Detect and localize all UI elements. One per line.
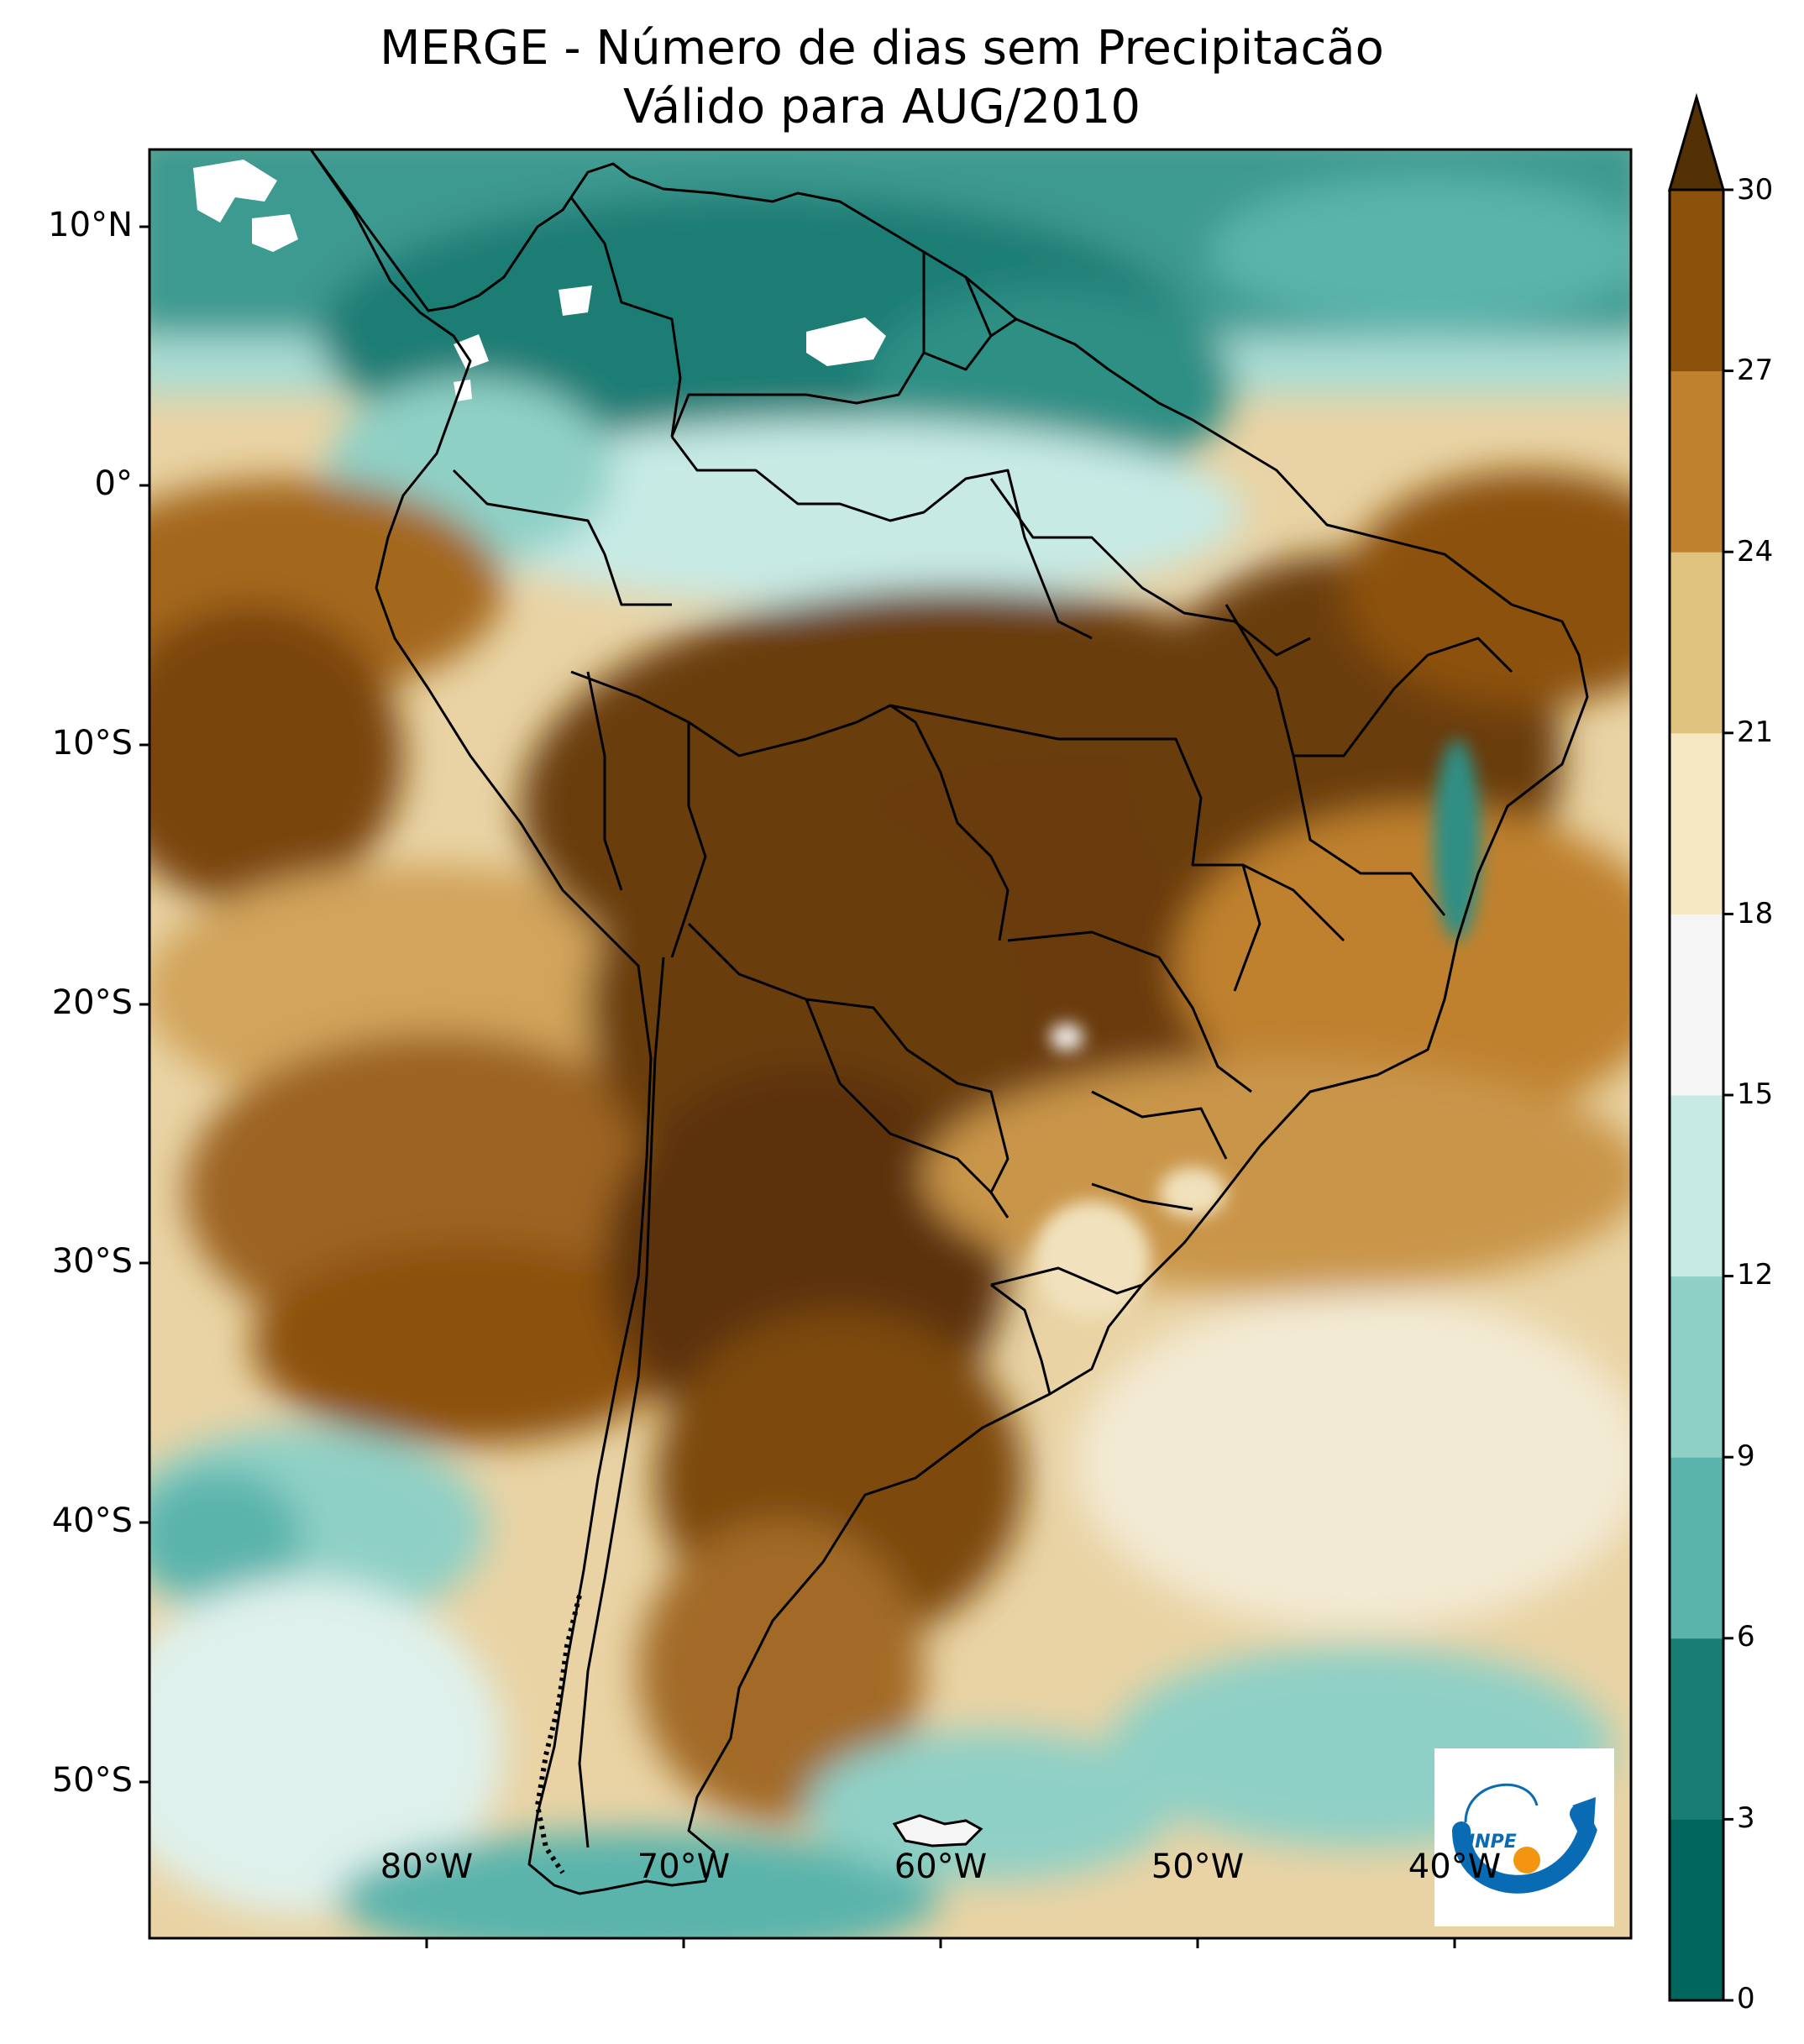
dry-atlantic-central [1176, 806, 1631, 1125]
lat-label-10n: 10°N [48, 206, 133, 244]
wet-falklands [806, 1730, 1176, 1881]
border-brazil-states-southeast [1091, 1090, 1228, 1211]
missing-data [193, 160, 886, 401]
border-brazil-states-east [1242, 755, 1446, 942]
dry-patagonia [638, 1520, 924, 1822]
lon-label-40w: 40°W [1408, 1847, 1502, 1886]
border-bolivia-paraguay [687, 922, 1010, 1219]
lon-label-60w: 60°W [894, 1847, 988, 1886]
moderate-sp [1159, 1167, 1226, 1218]
dry-pacific-west [149, 605, 403, 907]
missing-data-patch [252, 214, 298, 252]
border-peru-brazil [586, 671, 623, 891]
border-argentina-uruguay [990, 1283, 1051, 1395]
border-colombia-brazil [670, 393, 739, 438]
missing-data-patch [559, 286, 592, 316]
lat-label-10s: 10°S [51, 724, 133, 763]
logo-orange-dot [1513, 1847, 1540, 1874]
colorbar-bin [1670, 1276, 1723, 1458]
lat-label-20s: 20°S [51, 983, 133, 1022]
colorbar-label-30: 30 [1737, 173, 1774, 207]
chart-subtitle: Válido para AUG/2010 [622, 80, 1141, 134]
lon-label-80w: 80°W [380, 1847, 474, 1886]
lon-label-50w: 50°W [1151, 1847, 1245, 1886]
colorbar-label-24: 24 [1737, 535, 1774, 569]
colorbar-bin [1670, 370, 1723, 553]
colorbar-bin [1670, 190, 1723, 372]
colorbar-extend-arrow [1668, 92, 1725, 191]
colorbar-bin [1670, 1457, 1723, 1639]
logo-text: INPE [1468, 1832, 1517, 1853]
map-panel: INPE [149, 149, 1631, 1938]
border-brazil-states-center [889, 704, 1261, 992]
lat-label-40s: 40°S [51, 1502, 133, 1540]
colorbar-bin [1670, 732, 1723, 915]
dry-atlantic-east [1344, 470, 1631, 705]
missing-data-patch [193, 160, 277, 223]
colorbar [1668, 92, 1733, 2002]
colorbar-bin [1670, 1638, 1723, 1820]
moderate-south-atlantic [1075, 1293, 1631, 1629]
border-brazil-states-northeast [1225, 604, 1513, 757]
colorbar-bin [1670, 552, 1723, 734]
wet-pacific-40s [149, 1470, 302, 1604]
border-brazil-states-south [1007, 930, 1252, 1093]
missing-data-patch [454, 334, 489, 369]
moderate-rio-grande-sul [1033, 1201, 1151, 1318]
colorbar-label-3: 3 [1737, 1801, 1755, 1835]
logo-blue-swoosh [1452, 1805, 1597, 1894]
dry-atlantic-south [924, 1058, 1631, 1293]
missing-data-patch [806, 317, 886, 366]
border-colombia-ecuador-peru [452, 469, 672, 606]
chilean-fjords [534, 1595, 582, 1874]
colorbar-label-18: 18 [1737, 897, 1774, 930]
colorbar-bin [1670, 914, 1723, 1096]
border-brazil-west [670, 436, 1093, 640]
moderate-pacific-south [149, 1579, 504, 1915]
country-borders [309, 149, 1589, 1895]
border-colombia-venezuela [569, 197, 682, 438]
precip-field-details [1033, 739, 1481, 1318]
colorbar-bin [1670, 1095, 1723, 1277]
colorbar-label-15: 15 [1737, 1077, 1774, 1111]
lon-label-70w: 70°W [637, 1847, 731, 1886]
colorbar-label-27: 27 [1737, 354, 1774, 387]
continent-outline [309, 149, 1589, 1895]
inpe-logo: INPE [1434, 1748, 1614, 1926]
border-chile-argentina [578, 956, 665, 1848]
wet-drake [336, 1831, 941, 1938]
falklands-islands [892, 1814, 983, 1847]
border-brazil-uruguay [990, 1266, 1143, 1295]
logo-arrow-head [1572, 1797, 1596, 1824]
colorbar-label-6: 6 [1737, 1620, 1755, 1654]
colorbar-bin [1670, 1819, 1723, 2001]
colorbar-label-0: 0 [1737, 1982, 1755, 2015]
border-venezuela-brazil [739, 352, 926, 405]
precip-field-blobs [149, 149, 1631, 1938]
chart-title: MERGE - Número de dias sem Precipitacão [380, 21, 1384, 76]
border-paraguay-argentina [805, 998, 993, 1194]
map-frame [148, 148, 1633, 1940]
colorbar-label-12: 12 [1737, 1258, 1774, 1292]
lat-label-50s: 50°S [51, 1761, 133, 1800]
moderate-minas [1050, 1024, 1083, 1051]
wet-strip-east-coast [1434, 739, 1481, 941]
moist-amazon-north [437, 420, 1243, 605]
logo-orbit [1464, 1783, 1539, 1823]
border-guianas [922, 252, 1017, 371]
border-bolivia-peru [670, 722, 707, 958]
lat-label-30s: 30°S [51, 1242, 133, 1281]
colorbar-label-21: 21 [1737, 715, 1774, 749]
axis-ticks [139, 225, 1456, 1948]
wet-east-atlantic [1209, 176, 1631, 328]
border-brazil-states-north [989, 478, 1311, 657]
colorbar-label-9: 9 [1737, 1439, 1755, 1473]
lat-label-0: 0° [94, 464, 133, 503]
dry-pacific-chile [252, 1243, 689, 1444]
